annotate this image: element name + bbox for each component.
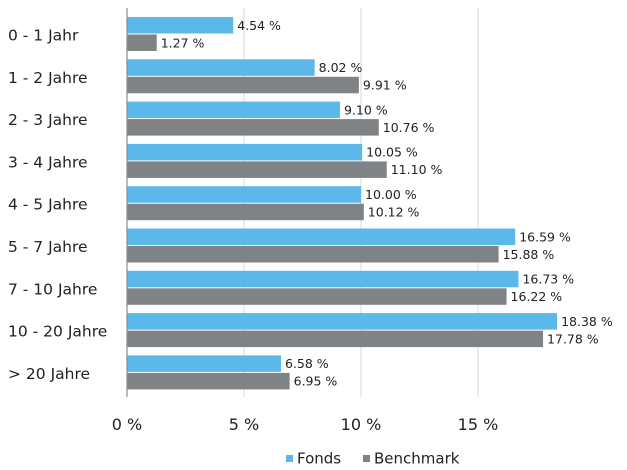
bars [127,17,558,390]
bar-fonds [127,101,340,119]
category-label: 7 - 10 Jahre [8,280,97,298]
data-label: 9.10 % [344,102,388,117]
category-label: 3 - 4 Jahre [8,153,88,171]
bar-benchmark [127,76,359,94]
category-label: 4 - 5 Jahre [8,196,88,214]
data-label: 16.73 % [522,272,574,287]
data-label: 10.00 % [365,187,417,202]
data-label: 10.05 % [366,145,418,160]
x-tick-label: 5 % [229,415,259,434]
data-label: 18.38 % [561,314,613,329]
data-label: 16.22 % [511,289,563,304]
bar-benchmark [127,246,499,263]
bar-fonds [127,313,558,330]
data-label: 15.88 % [503,247,555,262]
category-label: 0 - 1 Jahr [8,27,79,45]
data-label: 17.78 % [547,331,599,346]
data-label: 9.91 % [363,78,407,93]
category-labels: 0 - 1 Jahr 1 - 2 Jahre 2 - 3 Jahre 3 - 4 Ja… [8,27,107,383]
data-label: 10.76 % [383,120,435,135]
bar-benchmark [127,330,544,348]
data-label: 10.12 % [368,204,420,219]
bar-benchmark [127,34,157,51]
bar-fonds [127,228,516,245]
x-tick-label: 15 % [458,415,499,434]
bar-fonds [127,17,234,34]
bar-fonds [127,143,363,161]
data-label: 6.58 % [285,356,329,371]
bar-fonds [127,270,519,288]
bar-fonds [127,355,281,372]
legend-swatch-benchmark [363,455,370,462]
data-label: 6.95 % [294,374,338,389]
bar-benchmark [127,161,387,178]
bar-fonds [127,59,315,76]
data-label: 4.54 % [237,18,281,33]
bar-fonds [127,186,361,203]
bar-benchmark [127,288,507,305]
x-tick-labels: 0 % 5 % 10 % 15 % [112,415,499,434]
bar-benchmark [127,203,364,221]
data-label: 1.27 % [161,35,205,50]
category-label: 10 - 20 Jahre [8,323,107,341]
category-label: 1 - 2 Jahre [8,69,88,87]
data-label: 16.59 % [519,229,571,244]
data-labels: 4.54 % 1.27 % 8.02 %9.91 % 9.10 % 10.76 % 10.… [161,18,613,389]
category-label: > 20 Jahre [8,365,90,383]
x-tick-label: 0 % [112,415,142,434]
bar-benchmark [127,372,290,390]
data-label: 11.10 % [391,162,443,177]
data-label: 8.02 % [319,60,363,75]
legend: Fonds Benchmark [286,450,460,468]
category-label: 5 - 7 Jahre [8,238,88,256]
legend-label-fonds: Fonds [297,450,341,467]
legend-swatch-fonds [286,455,293,462]
category-label: 2 - 3 Jahre [8,111,88,129]
legend-label-benchmark: Benchmark [374,450,460,467]
bar-benchmark [127,119,379,136]
x-tick-label: 10 % [341,415,382,434]
